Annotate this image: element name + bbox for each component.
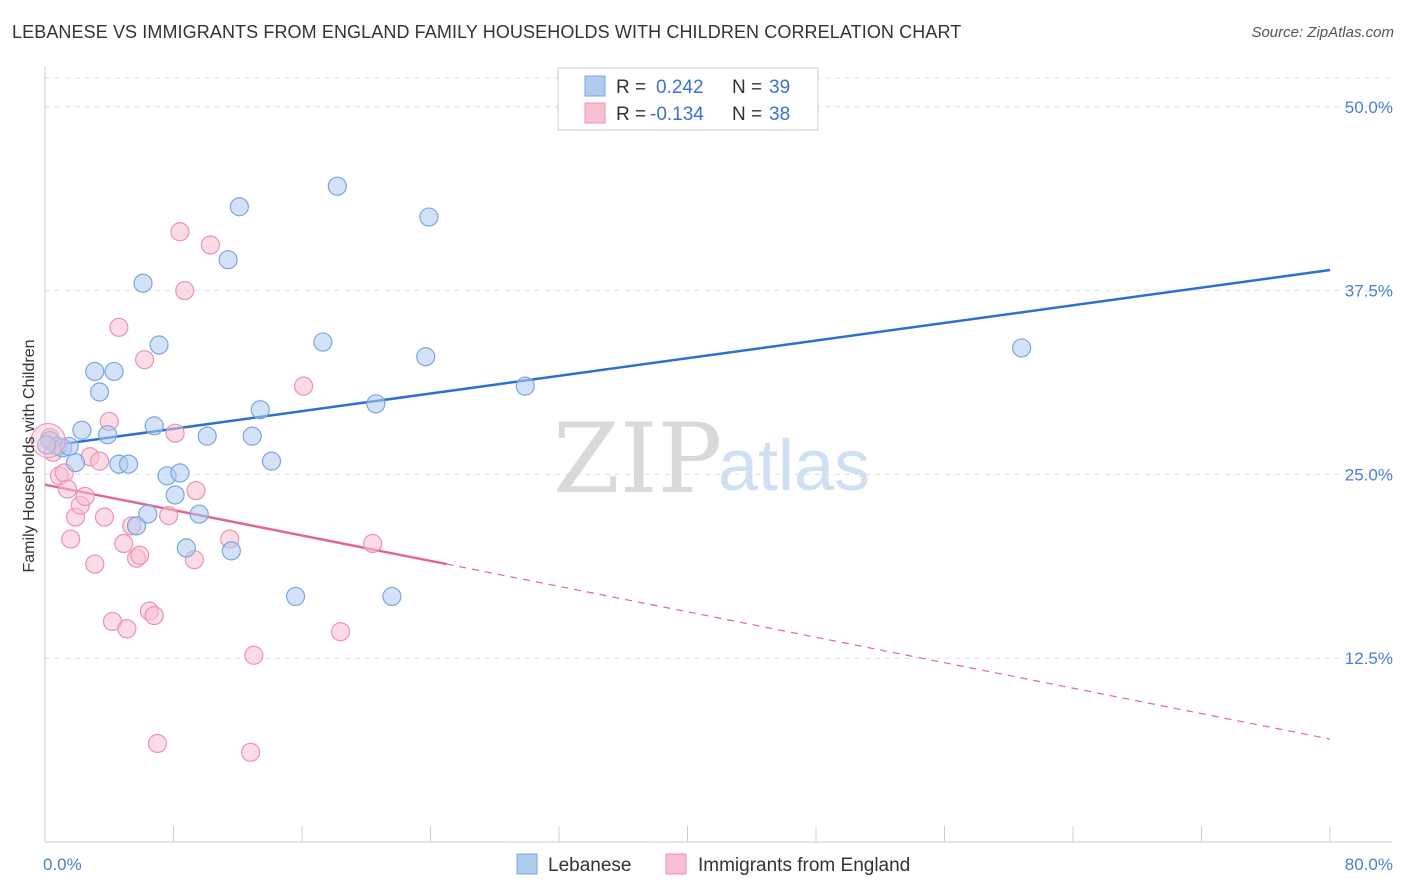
point-england [94, 507, 115, 527]
point-england [159, 505, 179, 526]
point-lebanese [133, 273, 153, 293]
watermark-atlas: atlas [718, 426, 870, 506]
point-lebanese [242, 426, 262, 446]
point-lebanese [59, 436, 79, 457]
point-lebanese [176, 538, 196, 558]
point-lebanese [285, 586, 306, 607]
point-lebanese [104, 361, 124, 382]
point-england [241, 742, 261, 762]
point-england [85, 554, 105, 574]
point-england [114, 533, 134, 554]
point-lebanese [313, 332, 333, 352]
x-tick-label: 80.0% [1345, 855, 1393, 874]
point-england [134, 350, 155, 370]
point-england [363, 533, 383, 554]
scatter-points [30, 176, 1032, 762]
point-lebanese [221, 541, 241, 561]
point-england [130, 545, 150, 565]
series-legend: Lebanese Immigrants from England [516, 853, 910, 876]
point-lebanese [85, 361, 105, 382]
point-england [75, 486, 95, 507]
legend-n-label-1: N = [732, 77, 762, 98]
watermark-zip: ZIP [553, 403, 722, 515]
x-tick-label: 0.0% [43, 855, 82, 874]
point-england [117, 619, 137, 639]
legend-r-value-2: -0.134 [650, 104, 704, 125]
y-tick-label: 12.5% [1345, 649, 1393, 668]
point-england [109, 317, 129, 337]
point-england [294, 376, 314, 396]
point-lebanese [72, 420, 92, 440]
point-lebanese [218, 250, 238, 270]
gridlines [45, 77, 1392, 659]
point-england [147, 733, 168, 754]
point-england [90, 451, 110, 471]
series-legend-label-england: Immigrants from England [698, 855, 910, 876]
point-lebanese [197, 426, 217, 446]
point-lebanese [382, 586, 402, 607]
series-legend-swatch-england [665, 853, 687, 875]
point-lebanese [1011, 338, 1032, 358]
legend-swatch-lebanese [584, 75, 606, 97]
point-lebanese [366, 394, 386, 414]
x-tick-labels: 0.0% 80.0% [43, 855, 1393, 874]
point-england [165, 423, 185, 443]
point-lebanese [261, 451, 282, 471]
legend-r-value-1: 0.242 [656, 77, 704, 98]
y-tick-labels: 12.5% 25.0% 37.5% 50.0% [1345, 98, 1393, 668]
y-tick-label: 25.0% [1345, 465, 1393, 484]
point-england [57, 479, 78, 499]
series-legend-label-lebanese: Lebanese [548, 855, 631, 876]
point-lebanese [90, 382, 110, 402]
legend-n-value-2: 38 [769, 104, 790, 125]
point-england [144, 605, 164, 626]
point-lebanese [229, 197, 249, 217]
point-england [200, 235, 221, 255]
y-tick-label: 50.0% [1345, 98, 1393, 117]
point-england [170, 222, 190, 242]
stats-legend: R = 0.242 N = 39 R = -0.134 N = 38 [557, 67, 819, 131]
y-axis-label: Family Households with Children [21, 340, 38, 573]
point-lebanese [327, 176, 347, 196]
point-lebanese [144, 416, 164, 436]
point-lebanese [37, 435, 57, 455]
point-lebanese [250, 400, 270, 420]
point-lebanese [118, 454, 139, 474]
point-lebanese [515, 376, 535, 396]
trend-line-england [44, 483, 447, 566]
legend-swatch-england [584, 102, 606, 124]
series-legend-swatch-lebanese [516, 853, 538, 875]
y-tick-label: 37.5% [1345, 282, 1393, 301]
legend-n-label-2: N = [732, 104, 762, 125]
legend-r-label-2: R = [616, 104, 646, 125]
point-england [244, 645, 264, 665]
legend-r-label-1: R = [616, 77, 646, 98]
point-lebanese [98, 425, 118, 445]
point-lebanese [138, 504, 158, 524]
point-england [175, 280, 195, 301]
point-england [61, 529, 81, 549]
point-lebanese [165, 485, 185, 505]
point-lebanese [170, 463, 190, 483]
source-label: Source: ZipAtlas.com [1251, 24, 1394, 41]
legend-n-value-1: 39 [769, 77, 790, 98]
point-lebanese [149, 335, 169, 355]
point-england [330, 622, 351, 642]
point-lebanese [416, 347, 436, 367]
point-lebanese [65, 453, 86, 473]
point-lebanese [126, 516, 147, 536]
point-cluster [30, 423, 66, 459]
chart-title: LEBANESE VS IMMIGRANTS FROM ENGLAND FAMI… [12, 22, 962, 42]
point-england [186, 480, 206, 501]
point-lebanese [419, 207, 439, 227]
point-lebanese [189, 504, 209, 524]
trend-line-england-extension [446, 563, 1331, 740]
